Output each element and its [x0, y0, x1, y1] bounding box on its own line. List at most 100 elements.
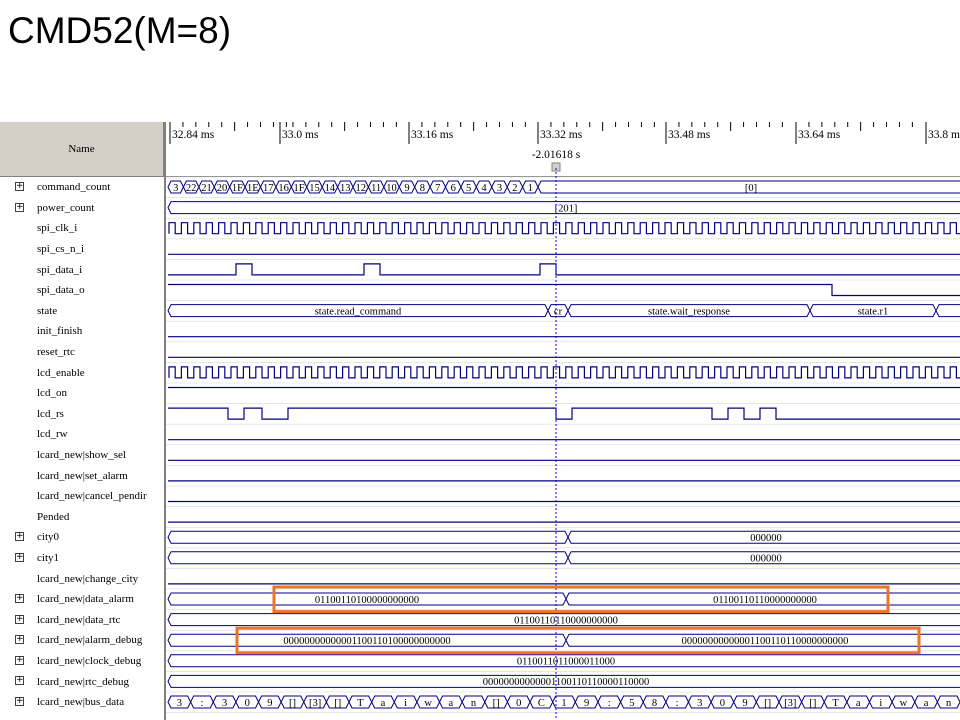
power-count-wave: [201] — [167, 201, 960, 214]
signal-name: lcard_new|change_city — [37, 572, 139, 585]
highlight-box-data-alarm — [272, 585, 890, 614]
bus-segment — [567, 530, 960, 544]
bus-value: 21 — [201, 183, 212, 194]
bus-value: 9 — [584, 698, 589, 709]
bus-value: 15 — [309, 183, 320, 194]
bus-value: n — [471, 698, 477, 709]
bus-value: 3 — [697, 698, 702, 709]
expand-icon[interactable]: + — [15, 613, 24, 624]
waveform-viewer: Name + command_count + power_count spi_clk_i… — [0, 122, 960, 720]
signal-row[interactable]: spi_data_o — [0, 280, 164, 301]
signal-row[interactable]: + city0 — [0, 527, 164, 548]
bus-value: [] — [809, 698, 816, 709]
bus-value: i — [879, 698, 882, 709]
signal-name: lcd_enable — [37, 366, 85, 379]
bus-value: [] — [764, 698, 771, 709]
bus-value: w — [424, 698, 432, 709]
expand-icon[interactable]: + — [15, 531, 24, 542]
signal-name: command_count — [37, 181, 111, 194]
signal-row[interactable]: + lcard_new|data_alarm — [0, 589, 164, 610]
waveform-canvas[interactable]: 32.84 ms 33.0 ms 33.16 ms 33.32 ms 33.48 ms 3… — [166, 122, 960, 720]
signal-row[interactable]: lcard_new|set_alarm — [0, 465, 164, 486]
bus-segment — [936, 695, 960, 709]
signal-name: lcard_new|bus_data — [37, 696, 125, 709]
expand-icon[interactable]: + — [15, 201, 24, 212]
signal-name: lcard_new|cancel_pendir — [37, 490, 147, 503]
bus-value: : — [200, 698, 203, 709]
bus-value: T — [357, 698, 364, 709]
expand-icon[interactable]: + — [15, 696, 24, 706]
bus-value: 0110011011000011000 — [517, 657, 615, 668]
expand-icon[interactable]: + — [15, 551, 24, 562]
signal-name: power_count — [37, 201, 95, 214]
signal-row[interactable]: lcd_enable — [0, 362, 164, 383]
timeline-tick-label: 33.8 ms — [928, 129, 960, 141]
signal-row[interactable]: + lcard_new|alarm_debug — [0, 630, 164, 651]
bus-value: a — [449, 698, 454, 709]
bus-value: 3 — [222, 698, 227, 709]
signal-row[interactable]: + lcard_new|data_rtc — [0, 610, 164, 631]
signal-row[interactable]: + command_count — [0, 177, 164, 198]
signal-row[interactable]: + city1 — [0, 548, 164, 569]
signal-row[interactable]: lcard_new|change_city — [0, 568, 164, 589]
signal-row[interactable]: lcd_on — [0, 383, 164, 404]
signal-row[interactable]: Pended — [0, 507, 164, 528]
signal-name: city0 — [37, 531, 59, 544]
signal-name: lcard_new|clock_debug — [37, 655, 142, 668]
signal-name: city1 — [37, 552, 59, 565]
signal-row[interactable]: + lcard_new|clock_debug — [0, 651, 164, 672]
bus-value: 8 — [420, 183, 425, 194]
bus-value: 1F — [293, 183, 304, 194]
bus-value: 00000000000001100110110000110000 — [483, 677, 649, 688]
signal-row[interactable]: + lcard_new|rtc_debug — [0, 671, 164, 692]
expand-icon[interactable]: + — [15, 654, 24, 665]
bus-segment — [565, 633, 960, 647]
timeline-tick-label: 32.84 ms — [172, 129, 215, 141]
waveform-area[interactable]: 32.84 ms 33.0 ms 33.16 ms 33.32 ms 33.48 ms 3… — [166, 122, 960, 720]
bus-value: 4 — [481, 183, 487, 194]
signal-row[interactable]: state — [0, 301, 164, 322]
bus-value: 13 — [340, 183, 351, 194]
bus-value: 9 — [404, 183, 409, 194]
expand-icon[interactable]: + — [15, 634, 24, 645]
signal-row[interactable]: reset_rtc — [0, 342, 164, 363]
signal-row[interactable]: init_finish — [0, 321, 164, 342]
signal-row[interactable]: spi_clk_i — [0, 218, 164, 239]
signal-row[interactable]: spi_data_i — [0, 259, 164, 280]
city1-wave: 000000 — [167, 551, 960, 565]
expand-icon[interactable]: + — [15, 593, 24, 603]
expand-icon[interactable]: + — [15, 181, 24, 191]
spi-clk-wave — [168, 222, 960, 235]
bus-segment — [935, 304, 960, 318]
signal-row[interactable]: lcard_new|show_sel — [0, 445, 164, 466]
bus-value: 01100110100000000000 — [315, 595, 419, 606]
timeline-tick-label: 33.64 ms — [798, 129, 841, 141]
bus-value: 2 — [512, 183, 517, 194]
signal-row[interactable]: + lcard_new|bus_data — [0, 692, 164, 713]
bus-value: 10 — [386, 183, 397, 194]
command-count-wave: 3 22 21 20 1F 1E 17 16 1F 15 14 13 12 11 10 9 8 7 6 5 4 3 2 1 [0… — [167, 180, 960, 194]
signal-row[interactable]: lcd_rw — [0, 424, 164, 445]
clock-debug-wave: 0110011011000011000 — [167, 654, 960, 668]
expand-icon[interactable]: + — [15, 675, 24, 686]
name-column-header[interactable]: Name — [0, 122, 164, 177]
signal-name: lcard_new|data_alarm — [37, 593, 134, 606]
signal-row[interactable]: lcd_rs — [0, 404, 164, 425]
bus-value: cr — [554, 306, 563, 317]
bus-segment — [567, 551, 960, 565]
signal-row[interactable]: lcard_new|cancel_pendir — [0, 486, 164, 507]
bus-value: 00000000000001100110110000000000 — [682, 636, 849, 647]
spi-data-o-wave — [168, 283, 960, 297]
signal-name: lcard_new|rtc_debug — [37, 675, 129, 688]
bus-value: : — [608, 698, 611, 709]
alarm-debug-wave: 00000000000001100110100000000000 00000000… — [167, 633, 960, 647]
signal-name: lcd_rs — [37, 407, 64, 420]
signal-row[interactable]: + power_count — [0, 198, 164, 219]
signal-name: spi_cs_n_i — [37, 243, 85, 256]
bus-segment — [167, 530, 569, 544]
signal-name: spi_data_o — [37, 284, 85, 297]
signal-name: lcd_rw — [37, 428, 68, 441]
signal-row[interactable]: spi_cs_n_i — [0, 239, 164, 260]
timeline-tick-label: 33.32 ms — [540, 129, 583, 141]
